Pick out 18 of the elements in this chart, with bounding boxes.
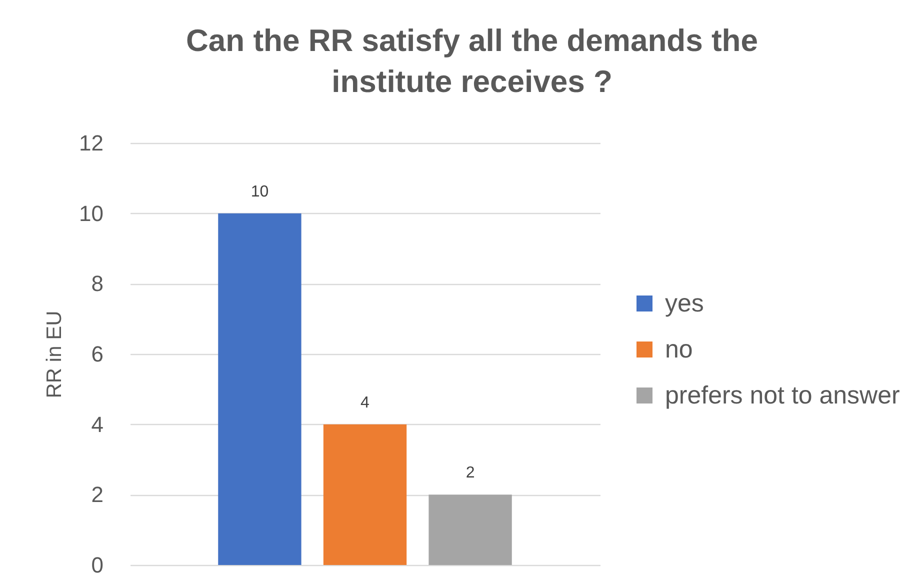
y-tick-label: 4 <box>91 412 104 437</box>
bar <box>218 213 302 565</box>
y-axis-title: RR in EU <box>43 310 66 398</box>
legend-label: prefers not to answer <box>665 382 900 410</box>
legend-label: yes <box>665 290 704 318</box>
y-tick-label: 12 <box>79 130 104 156</box>
y-tick-label: 10 <box>79 200 104 226</box>
y-tick-label: 8 <box>91 271 104 296</box>
data-label: 10 <box>250 183 269 200</box>
data-label: 4 <box>360 394 370 412</box>
y-tick-label: 6 <box>91 342 104 366</box>
y-tick-label: 2 <box>91 482 104 508</box>
data-label: 2 <box>466 464 475 482</box>
chart-title: Can the RR satisfy all the demands the institute receives ? <box>186 23 758 99</box>
y-tick-label: 0 <box>91 552 104 578</box>
bar <box>323 424 407 565</box>
bar <box>428 494 512 565</box>
legend-label: no <box>665 336 693 364</box>
